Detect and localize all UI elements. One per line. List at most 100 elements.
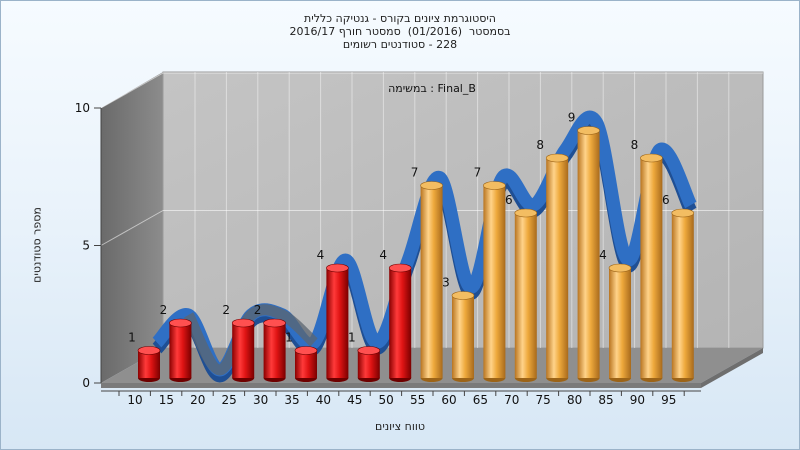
bar-value-label: 2 — [254, 303, 262, 317]
x-tick-label: 40 — [316, 393, 331, 407]
floor-front-edge — [101, 383, 701, 388]
bar-cap — [451, 291, 475, 300]
bar-body — [420, 185, 443, 378]
bar-cap — [671, 208, 695, 218]
bar — [357, 346, 381, 382]
bar-value-label: 1 — [128, 331, 136, 345]
bar — [514, 208, 538, 382]
bar-value-label: 6 — [662, 193, 670, 207]
bar-value-label: 4 — [317, 248, 325, 262]
bar-cap — [545, 153, 569, 163]
x-tick-label: 45 — [347, 393, 362, 407]
x-tick-label: 70 — [504, 393, 519, 407]
bar-body — [452, 295, 474, 378]
bar-value-label: 2 — [222, 303, 230, 317]
bar-cap — [483, 181, 506, 190]
x-axis: 10 15 20 25 30 35 40 45 50 55 60 65 70 75 80 85 90 95 — [101, 390, 701, 407]
bar-body — [546, 158, 569, 378]
bar — [671, 208, 695, 382]
bar — [231, 318, 255, 382]
bar — [137, 346, 161, 382]
grid-line-diag — [100, 72, 164, 109]
bar-value-label: 7 — [474, 166, 482, 180]
data-labels: 1 2 2 2 1 4 1 4 7 3 7 6 8 9 4 8 6 — [128, 111, 669, 345]
x-tick-label: 30 — [253, 393, 268, 407]
x-tick-label: 10 — [127, 393, 142, 407]
bar — [388, 263, 412, 382]
x-tick-label: 75 — [536, 393, 551, 407]
bar-body — [138, 350, 160, 378]
title-line-2: בסמסטר (01/2016) סמסטר חורף 2016/17 — [289, 25, 511, 38]
bar — [451, 291, 475, 382]
bar — [577, 126, 600, 382]
bar-body — [671, 213, 694, 378]
bar-value-label: 2 — [160, 303, 168, 317]
bar — [263, 318, 286, 382]
bars — [137, 126, 695, 382]
bar — [640, 153, 663, 382]
bar-cap — [357, 346, 381, 355]
trend-ribbon-low — [183, 304, 318, 376]
bar-value-label: 4 — [599, 248, 607, 262]
x-tick-label: 95 — [661, 393, 676, 407]
y-tick-label: 0 — [82, 376, 90, 390]
bar-value-label: 6 — [505, 193, 513, 207]
grid-line-diag — [100, 210, 164, 246]
x-tick-label: 60 — [441, 393, 456, 407]
x-tick-label: 50 — [379, 393, 394, 407]
x-tick-label: 85 — [598, 393, 613, 407]
bar-value-label: 3 — [442, 276, 450, 290]
bar — [169, 318, 192, 382]
bar-cap — [169, 318, 192, 328]
bar-cap — [326, 263, 349, 273]
bar-cap — [608, 263, 632, 273]
x-axis-label: טווח ציונים — [375, 420, 425, 433]
bar — [608, 263, 632, 382]
bar-body — [169, 323, 192, 378]
chart-title: היסטוגרמת ציונים בקורס - גנטיקה כללית בס… — [0, 12, 800, 51]
bar — [545, 153, 569, 382]
bar-body — [389, 268, 412, 378]
bar-body — [263, 323, 286, 378]
x-tick-label: 20 — [190, 393, 205, 407]
x-tick-label: 80 — [567, 393, 582, 407]
bar-value-label: 1 — [348, 331, 356, 345]
bar-body — [640, 158, 663, 378]
bar — [483, 181, 506, 382]
y-axis: 0 5 10 — [75, 101, 102, 390]
bar-value-label: 7 — [411, 166, 419, 180]
bar-cap — [294, 346, 318, 355]
title-line-3: 228 - סטודנטים רשומים — [342, 38, 458, 51]
bar-value-label: 4 — [379, 248, 387, 262]
y-tick-label: 5 — [82, 239, 90, 253]
bar-cap — [388, 263, 412, 273]
y-tick-label: 10 — [75, 101, 90, 115]
bar-body — [326, 268, 349, 378]
bar-cap — [640, 153, 663, 163]
bar-body — [514, 213, 537, 378]
bar-cap — [514, 208, 538, 218]
x-tick-label: 25 — [222, 393, 237, 407]
bar-cap — [137, 346, 161, 355]
x-tick-label: 15 — [159, 393, 174, 407]
chart-subtitle: Final_B : במשימה — [388, 82, 476, 95]
floor-right-edge — [701, 348, 763, 388]
bar-value-label: 9 — [568, 111, 576, 125]
x-tick-label: 35 — [284, 393, 299, 407]
bar-body — [577, 130, 600, 378]
x-tick-label: 65 — [473, 393, 488, 407]
bar — [420, 181, 443, 382]
bar-cap — [420, 181, 443, 190]
bar-body — [609, 268, 631, 378]
bar — [294, 346, 318, 382]
y-axis-label: מספר סטודנטים — [30, 207, 44, 283]
bar-body — [483, 185, 506, 378]
x-tick-label: 90 — [630, 393, 645, 407]
bar-cap — [577, 126, 600, 135]
bar-value-label: 8 — [631, 138, 639, 152]
bar-body — [295, 350, 317, 378]
bar — [326, 263, 349, 382]
bar-value-label: 1 — [285, 331, 293, 345]
bar-body — [232, 323, 255, 378]
